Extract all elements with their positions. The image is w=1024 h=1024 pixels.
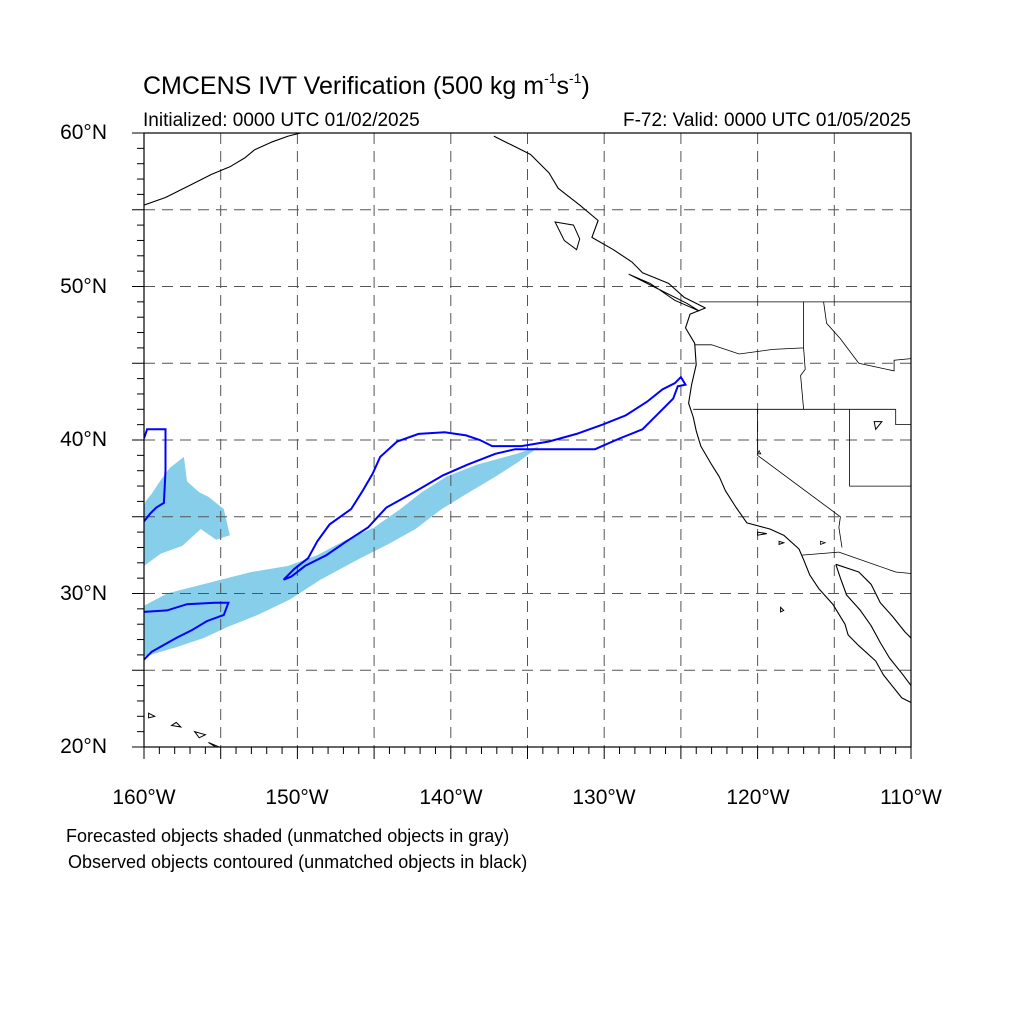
island-outline <box>555 222 580 250</box>
island-outline <box>781 607 784 612</box>
state-boundary <box>801 348 806 409</box>
state-boundary <box>850 409 911 486</box>
state-boundary <box>695 302 804 354</box>
state-boundary <box>896 409 911 424</box>
state-boundary <box>802 552 839 555</box>
island-outline <box>758 532 767 535</box>
coastline-north-america <box>494 136 911 702</box>
island-outline <box>874 422 882 430</box>
island-outline <box>208 742 220 750</box>
state-boundary <box>839 552 911 573</box>
island-outline <box>149 713 155 718</box>
island-outline <box>629 274 700 311</box>
island-outline <box>195 732 206 738</box>
map-canvas <box>0 0 1024 1024</box>
island-outline <box>172 722 181 727</box>
forecast-objects-layer <box>144 446 540 656</box>
grid-layer <box>144 133 911 747</box>
forecast-object-west <box>144 457 230 566</box>
lake-outline <box>821 541 826 544</box>
island-outline <box>779 541 784 544</box>
coastline-mainland-mexico <box>836 564 911 638</box>
state-boundary <box>758 409 842 547</box>
state-boundary <box>824 302 911 371</box>
coastline-alaska <box>144 133 301 205</box>
lake-outline <box>758 451 761 454</box>
forecast-object-main <box>144 446 540 656</box>
